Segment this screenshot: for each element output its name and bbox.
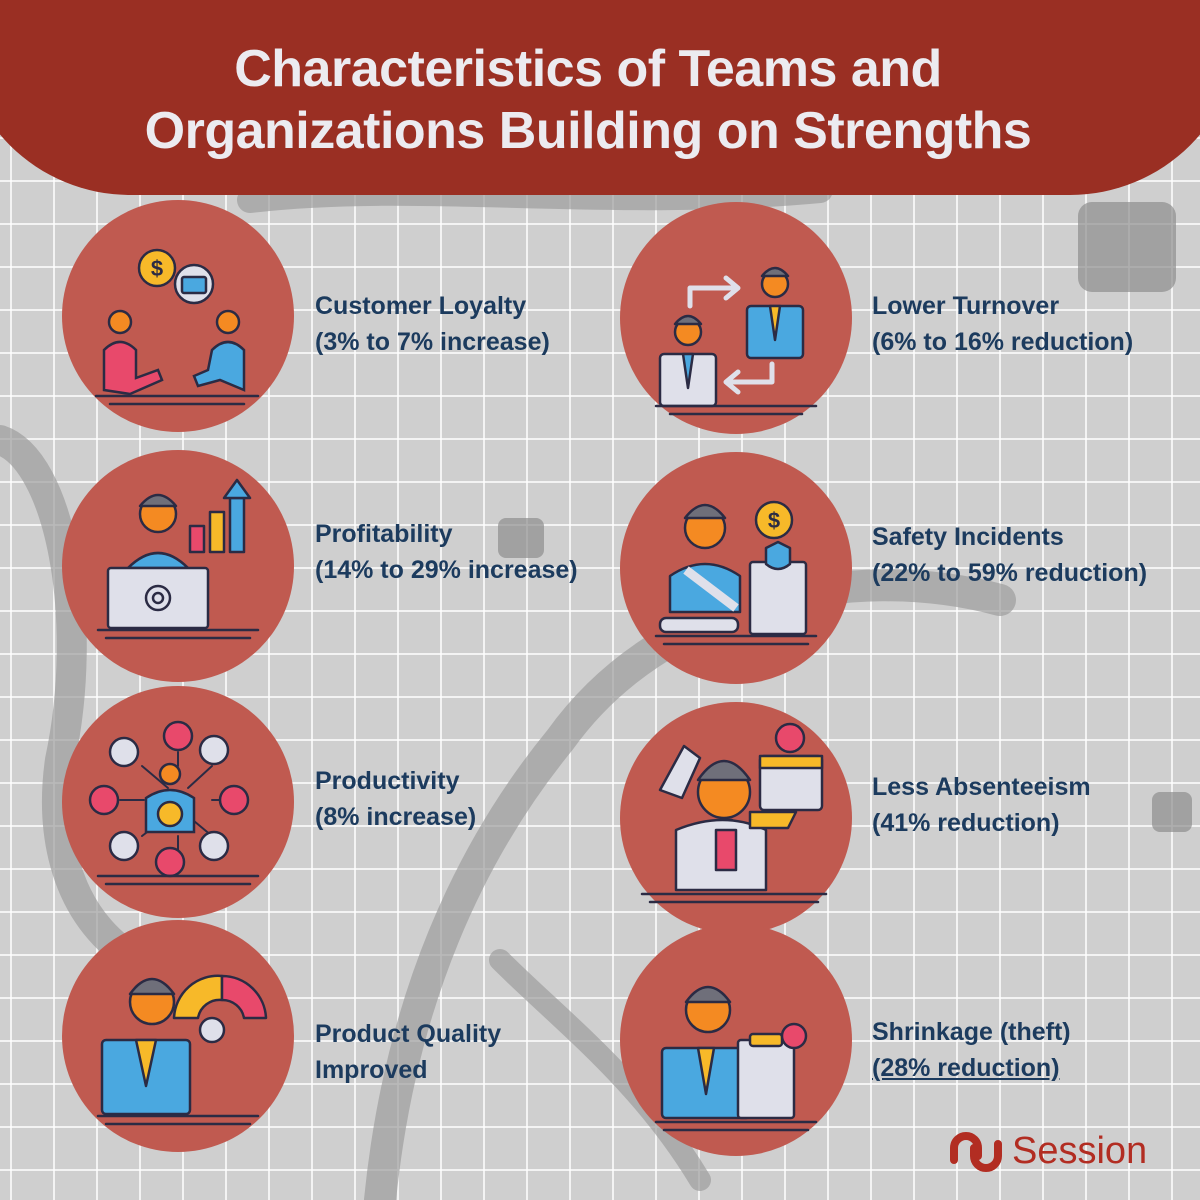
item-title: Customer Loyalty	[315, 292, 527, 320]
less-absenteeism-label: Less Absenteeism (41% reduction)	[872, 769, 1091, 841]
item-title: Product Quality	[315, 1020, 502, 1048]
item-title: Less Absenteeism	[872, 773, 1091, 801]
profit-growth-icon	[96, 478, 260, 640]
item-title: Productivity	[315, 767, 460, 795]
title-line-2: Organizations Building on Strengths	[144, 102, 1032, 160]
item-title: Shrinkage (theft)	[872, 1018, 1071, 1046]
logo-text: Session	[1012, 1130, 1148, 1172]
lower-turnover-badge	[620, 202, 852, 434]
productivity-label: Productivity (8% increase)	[315, 763, 476, 835]
product-quality-label: Product Quality Improved	[315, 1016, 501, 1088]
less-absenteeism-badge	[620, 702, 852, 934]
item-detail: (41% reduction)	[872, 809, 1060, 837]
injured-worker-icon: $	[654, 500, 818, 646]
item-detail: (28% reduction)	[872, 1054, 1060, 1082]
customer-loyalty-badge: $	[62, 200, 294, 432]
item-detail: (22% to 59% reduction)	[872, 559, 1148, 587]
title-line-1: Characteristics of Teams and	[234, 40, 942, 98]
item-title: Profitability	[315, 520, 453, 548]
page-title: Characteristics of Teams and Organizatio…	[0, 38, 1176, 162]
item-detail: (3% to 7% increase)	[315, 328, 550, 356]
handshake-deal-icon: $	[94, 248, 260, 406]
safety-incidents-badge: $	[620, 452, 852, 684]
team-network-icon	[88, 720, 260, 886]
rejected-document-icon	[654, 985, 818, 1132]
svg-text:$: $	[151, 256, 163, 281]
item-detail: (14% to 29% increase)	[315, 556, 578, 584]
product-quality-badge	[62, 920, 294, 1152]
header-banner	[0, 0, 1200, 195]
safety-incidents-label: Safety Incidents (22% to 59% reduction)	[872, 519, 1147, 591]
profitability-badge	[62, 450, 294, 682]
quality-gauge-icon	[96, 974, 268, 1126]
lower-turnover-label: Lower Turnover (6% to 16% reduction)	[872, 288, 1133, 360]
employee-swap-icon	[654, 266, 818, 416]
item-title: Lower Turnover	[872, 292, 1060, 320]
sick-calendar-icon	[640, 722, 828, 904]
session-logo-icon	[950, 1132, 1002, 1172]
shrinkage-badge	[620, 924, 852, 1156]
item-detail: (8% increase)	[315, 803, 477, 831]
svg-text:$: $	[768, 508, 780, 533]
item-title: Safety Incidents	[872, 523, 1064, 551]
productivity-badge	[62, 686, 294, 918]
profitability-label: Profitability (14% to 29% increase)	[315, 516, 578, 588]
shrinkage-label: Shrinkage (theft) (28% reduction)	[872, 1014, 1071, 1086]
item-detail: (6% to 16% reduction)	[872, 328, 1134, 356]
item-detail: Improved	[315, 1056, 428, 1084]
customer-loyalty-label: Customer Loyalty (3% to 7% increase)	[315, 288, 550, 360]
session-logo: Session	[948, 1128, 1168, 1178]
